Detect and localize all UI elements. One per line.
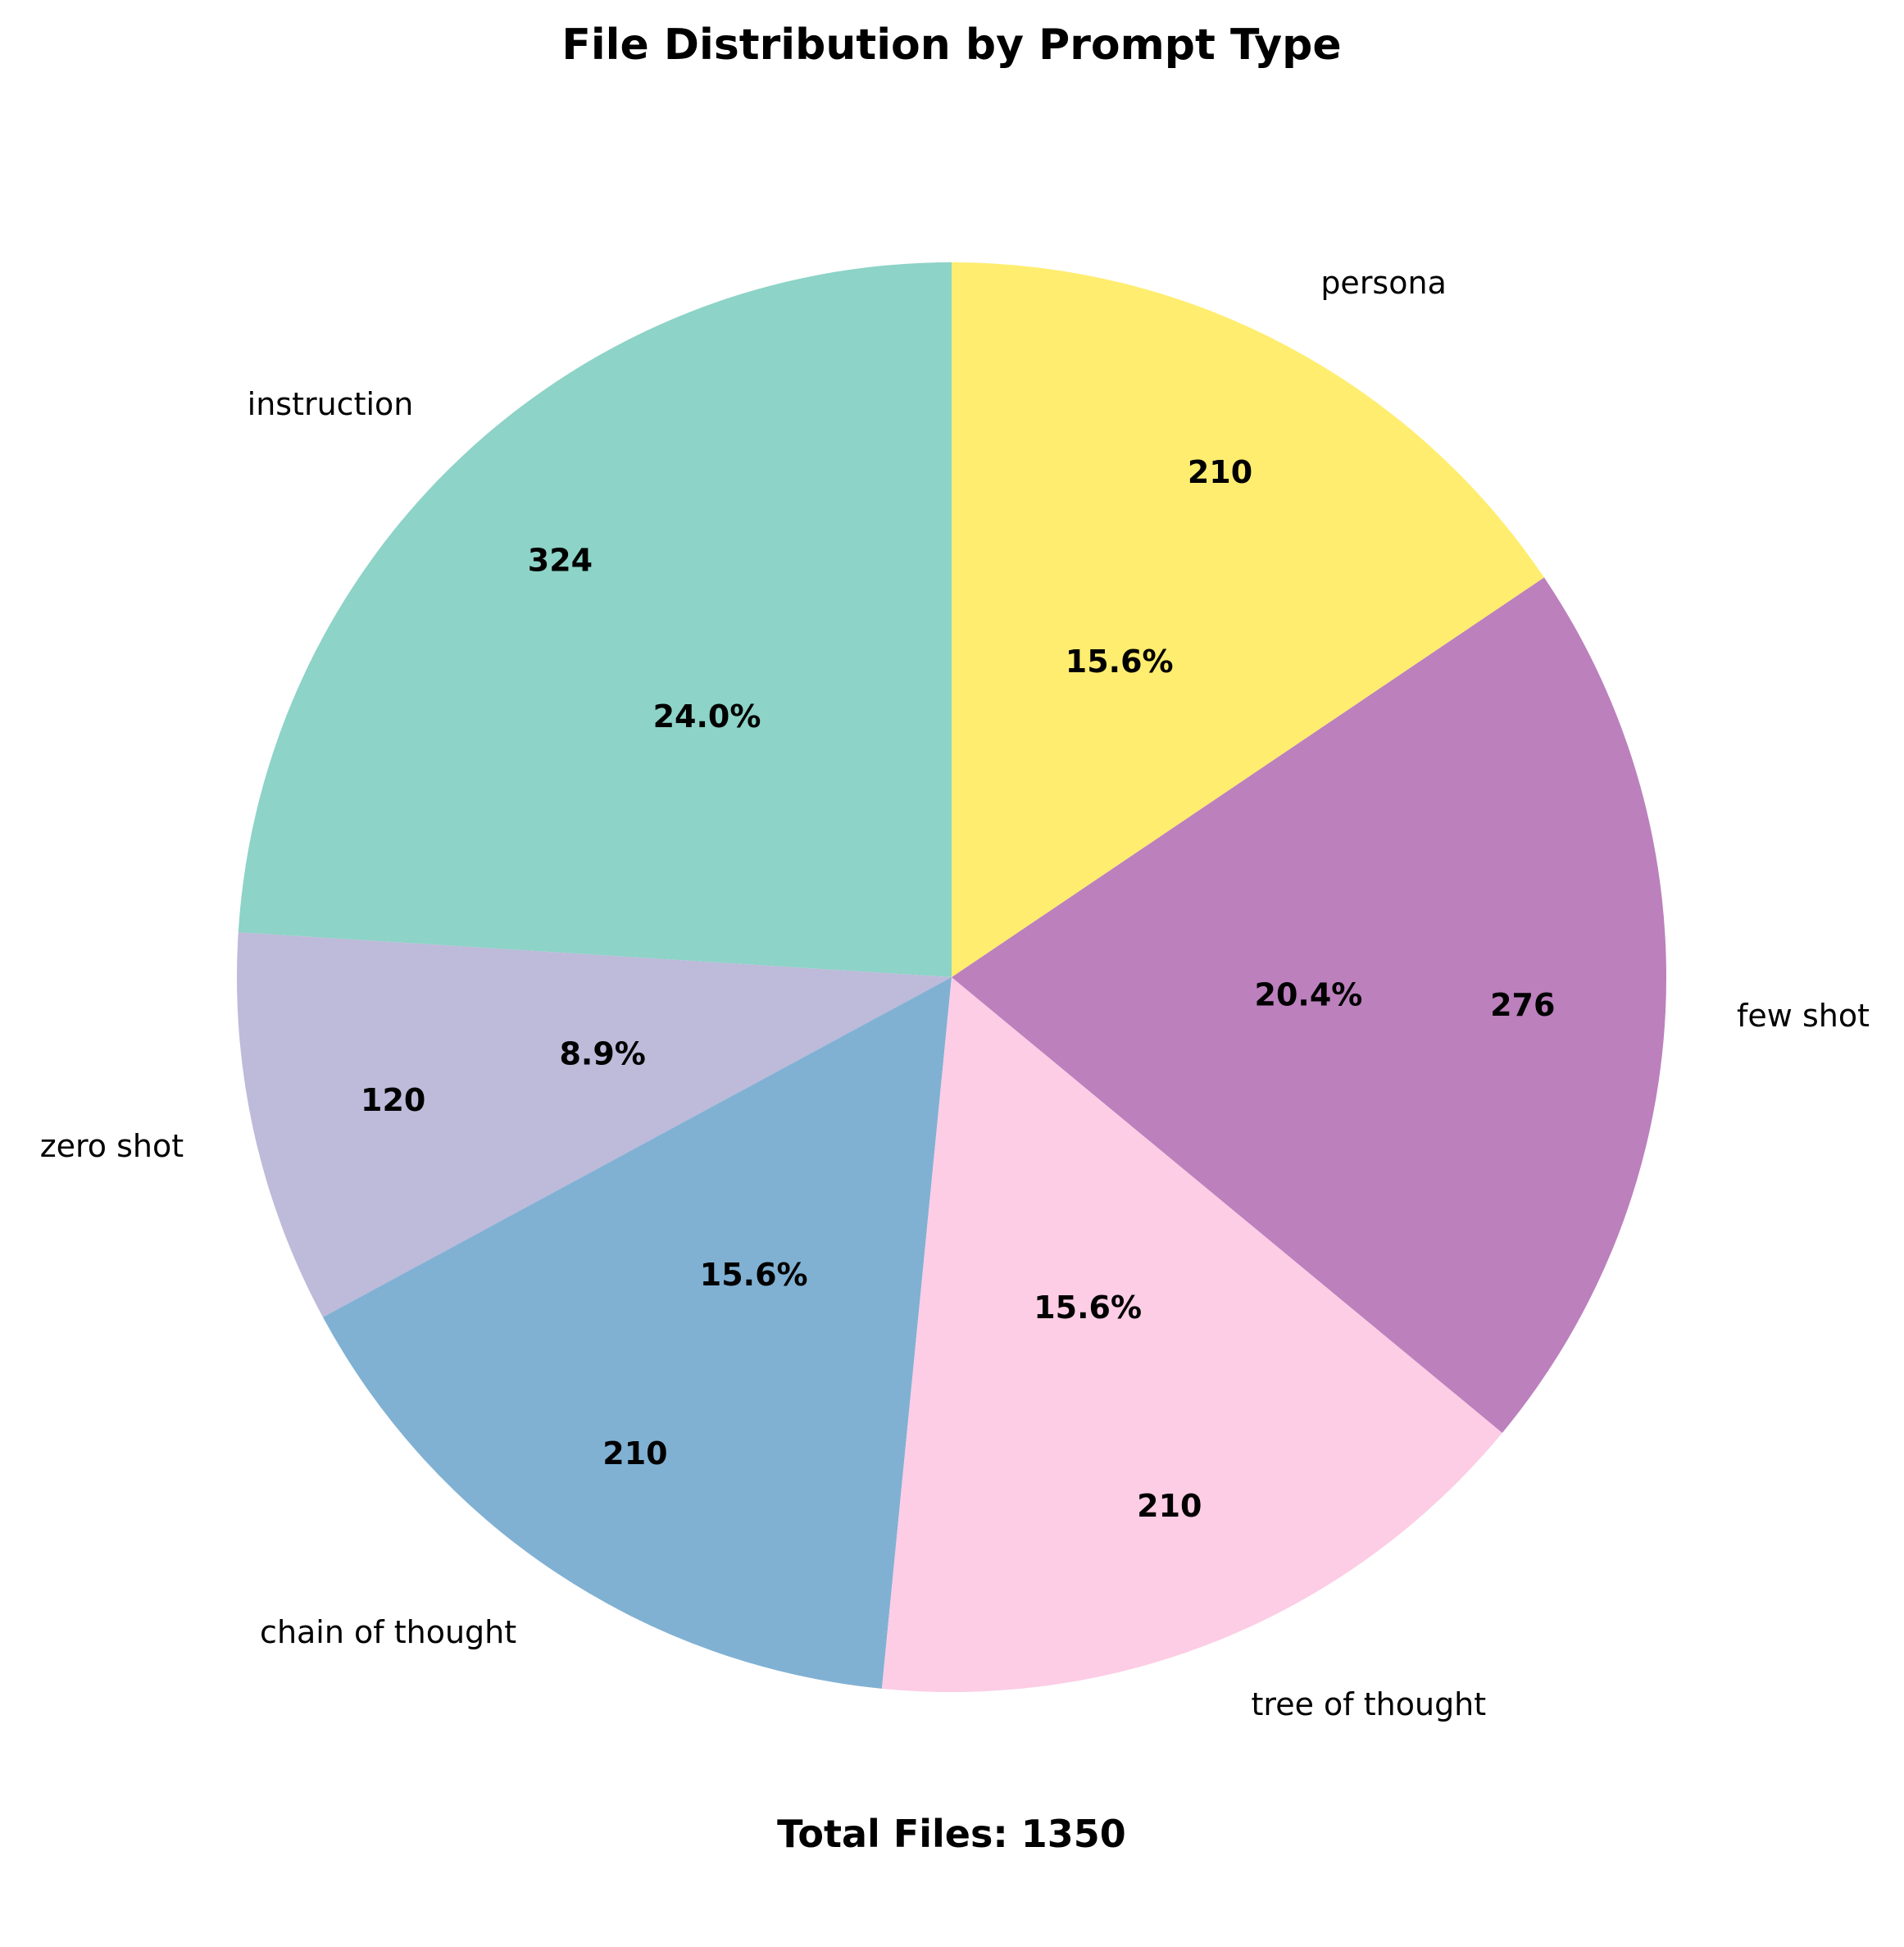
pie-slice-few-shot [952,577,1666,1433]
value-label-persona: 210 [1188,454,1252,490]
total-files-label: Total Files: 1350 [777,1812,1126,1856]
chart-title: File Distribution by Prompt Type [561,20,1341,70]
pie-slice-persona [952,262,1544,977]
pie-slice-zero-shot [237,932,952,1317]
category-label-persona: persona [1320,265,1447,301]
category-label-few-shot: few shot [1737,998,1870,1034]
value-label-chain-of-thought: 210 [602,1435,667,1472]
percent-label-tree-of-thought: 15.6% [1034,1290,1142,1326]
category-label-instruction: instruction [248,386,414,422]
pie-slice-tree-of-thought [881,977,1502,1693]
value-label-tree-of-thought: 210 [1137,1488,1202,1524]
percent-label-persona: 15.6% [1066,644,1174,680]
percent-label-few-shot: 20.4% [1255,976,1363,1012]
pie-slice-instruction [238,262,952,977]
category-label-tree-of-thought: tree of thought [1252,1686,1487,1722]
value-label-few-shot: 276 [1490,987,1555,1023]
percent-label-instruction: 24.0% [653,698,761,735]
pie-slices [237,262,1666,1693]
percent-label-zero-shot: 8.9% [559,1036,645,1072]
pie-slice-chain-of-thought [322,977,952,1689]
percent-label-chain-of-thought: 15.6% [700,1257,808,1293]
value-label-zero-shot: 120 [361,1082,425,1118]
pie-labels: instruction 324 24.0% zero shot 120 8.9% chain… [40,265,1870,1722]
category-label-zero-shot: zero shot [40,1128,184,1164]
value-label-instruction: 324 [528,542,593,578]
category-label-chain-of-thought: chain of thought [260,1614,516,1650]
